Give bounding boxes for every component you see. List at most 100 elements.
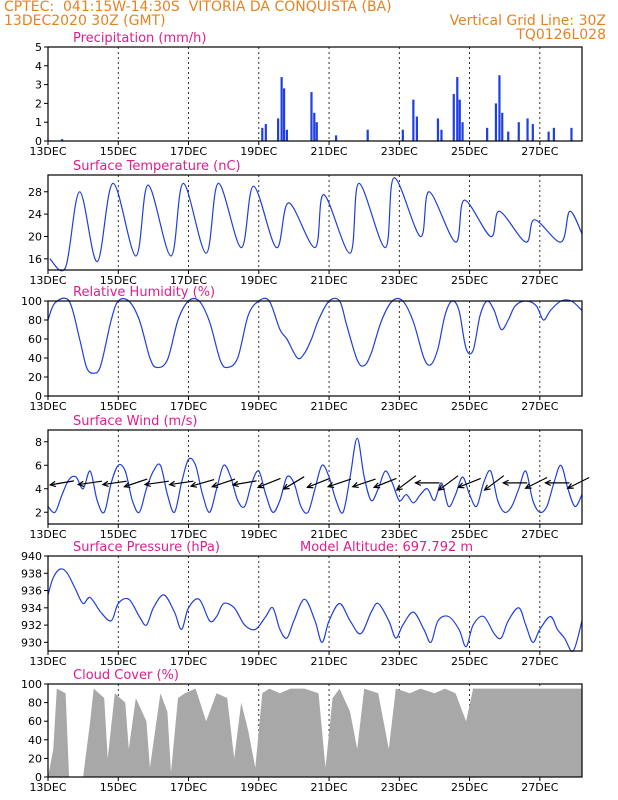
panel-5-series-line: [47, 568, 583, 653]
panel-1-xtick-label: 25DEC: [451, 145, 488, 158]
panel-4-xtick-label: 13DEC: [29, 528, 66, 541]
wind-arrow-head: [437, 484, 445, 491]
panel-3-xtick-label: 19DEC: [240, 400, 277, 413]
panel-6-ytick-label: 0: [35, 771, 42, 784]
panel-6-xtick-label: 21DEC: [310, 781, 347, 794]
cloud-cover-area: [48, 688, 582, 777]
panel-6-ytick-label: 40: [28, 734, 42, 747]
panel-5-annotation: Model Altitude: 697.792 m: [300, 540, 473, 555]
wind-arrow-head: [501, 479, 509, 487]
precip-bar-17: [452, 94, 455, 141]
panel-3-ytick-label: 20: [28, 371, 42, 384]
panel-3-ytick-label: 0: [35, 390, 42, 403]
panel-5-frame: [47, 555, 583, 652]
wind-arrow-head: [189, 481, 198, 488]
wind-arrow-shaft: [169, 480, 194, 486]
panel-3-xtick-label: 23DEC: [381, 400, 418, 413]
header-date: 13DEC2020 30Z (GMT): [4, 13, 166, 29]
panel-4-title: Surface Wind (m/s): [73, 414, 197, 429]
panel-1-xtick-label: 15DEC: [100, 145, 137, 158]
panel-6-xtick-label: 19DEC: [240, 781, 277, 794]
wind-arrow-shaft: [232, 480, 257, 486]
panel-1-title: Precipitation (mm/h): [73, 31, 206, 46]
wind-arrow-9: [256, 477, 281, 489]
wind-arrow-23: [566, 476, 590, 489]
precip-bar-3: [277, 118, 280, 141]
precip-bar-26: [517, 122, 520, 141]
wind-arrow-shaft: [307, 477, 330, 488]
wind-arrow-head: [351, 482, 359, 489]
panel-5-ytick-label: 934: [21, 602, 42, 615]
wind-arrow-20: [501, 479, 528, 487]
precip-bar-20: [461, 122, 464, 141]
precip-bar-12: [401, 129, 404, 141]
panel-5-xtick-label: 15DEC: [100, 655, 137, 668]
panel-5-xtick-label: 19DEC: [240, 655, 277, 668]
panel-2-xtick-label: 17DEC: [170, 274, 207, 287]
precip-bar-31: [570, 127, 573, 141]
precip-bar-2: [264, 124, 267, 141]
panel-4-ytick-label: 4: [35, 483, 42, 496]
panel-6-xtick-label: 17DEC: [170, 781, 207, 794]
panel-6-ytick-label: 80: [28, 697, 42, 710]
wind-arrow-head: [210, 482, 219, 489]
panel-4-frame: [47, 429, 583, 525]
wind-arrow-4: [143, 480, 169, 487]
panel-6-frame: [47, 683, 583, 778]
wind-arrow-shaft: [190, 479, 215, 487]
panel-2-series-line: [49, 177, 583, 272]
panel-5-xtick-label: 27DEC: [521, 655, 558, 668]
wind-arrow-shaft: [484, 475, 505, 491]
wind-arrow-15: [395, 475, 417, 491]
wind-arrow-21: [524, 476, 548, 489]
panel-5-ytick-label: 930: [21, 636, 42, 649]
panel-6-xtick-label: 15DEC: [100, 781, 137, 794]
panel-4-xtick-label: 19DEC: [240, 528, 277, 541]
precip-bar-13: [412, 99, 415, 141]
panel-6-xtick-label: 27DEC: [521, 781, 558, 794]
wind-arrow-shaft: [567, 476, 590, 489]
wind-arrow-5: [168, 480, 194, 487]
precip-bar-18: [456, 77, 459, 141]
panel-3-xtick-label: 25DEC: [451, 400, 488, 413]
wind-arrow-head: [457, 482, 465, 489]
panel-1-ytick-label: 5: [35, 41, 42, 54]
precip-bar-5: [282, 88, 286, 141]
wind-arrow-shaft: [438, 475, 459, 491]
panel-1-ytick-label: 4: [35, 60, 42, 73]
panel-1-xtick-label: 19DEC: [240, 145, 277, 158]
wind-arrow-7: [210, 478, 236, 489]
panel-5-xtick-label: 25DEC: [451, 655, 488, 668]
precip-bar-22: [494, 103, 498, 141]
precip-bar-6: [285, 129, 288, 141]
precip-bar-7: [310, 92, 313, 141]
wind-arrow-8: [231, 480, 257, 488]
panel-1-xtick-label: 23DEC: [381, 145, 418, 158]
panel-3-series-line: [47, 297, 583, 374]
panel-3-ytick-label: 100: [21, 295, 42, 308]
precip-bar-15: [436, 118, 440, 141]
panel-1-ytick-label: 3: [35, 79, 42, 92]
precip-bar-0: [60, 139, 64, 141]
panel-3-title: Relative Humidity (%): [73, 285, 215, 300]
wind-arrow-shaft: [212, 478, 236, 488]
panel-3-xtick-label: 15DEC: [100, 400, 137, 413]
wind-arrow-shaft: [102, 480, 127, 486]
panel-4-xtick-label: 21DEC: [310, 528, 347, 541]
panel-4-xtick-label: 17DEC: [170, 528, 207, 541]
wind-arrow-22: [544, 479, 570, 487]
header-model-code: TQ0126L028: [516, 27, 606, 43]
panel-6-title: Cloud Cover (%): [73, 668, 179, 683]
panel-5-ytick-label: 936: [21, 585, 42, 598]
precip-bar-14: [415, 116, 418, 141]
wind-arrow-11: [306, 477, 330, 489]
wind-arrow-17: [437, 475, 459, 491]
panel-1-frame: [47, 46, 583, 142]
wind-arrow-head: [544, 479, 552, 487]
panel-1-xtick-label: 21DEC: [310, 145, 347, 158]
wind-arrow-head: [48, 480, 57, 488]
wind-arrow-shaft: [352, 478, 376, 488]
header-location: CPTEC: 041:15W-14:30S VITORIA DA CONQUIS…: [4, 0, 392, 15]
precip-bar-27: [526, 118, 529, 141]
panel-2-ytick-label: 28: [28, 186, 42, 199]
